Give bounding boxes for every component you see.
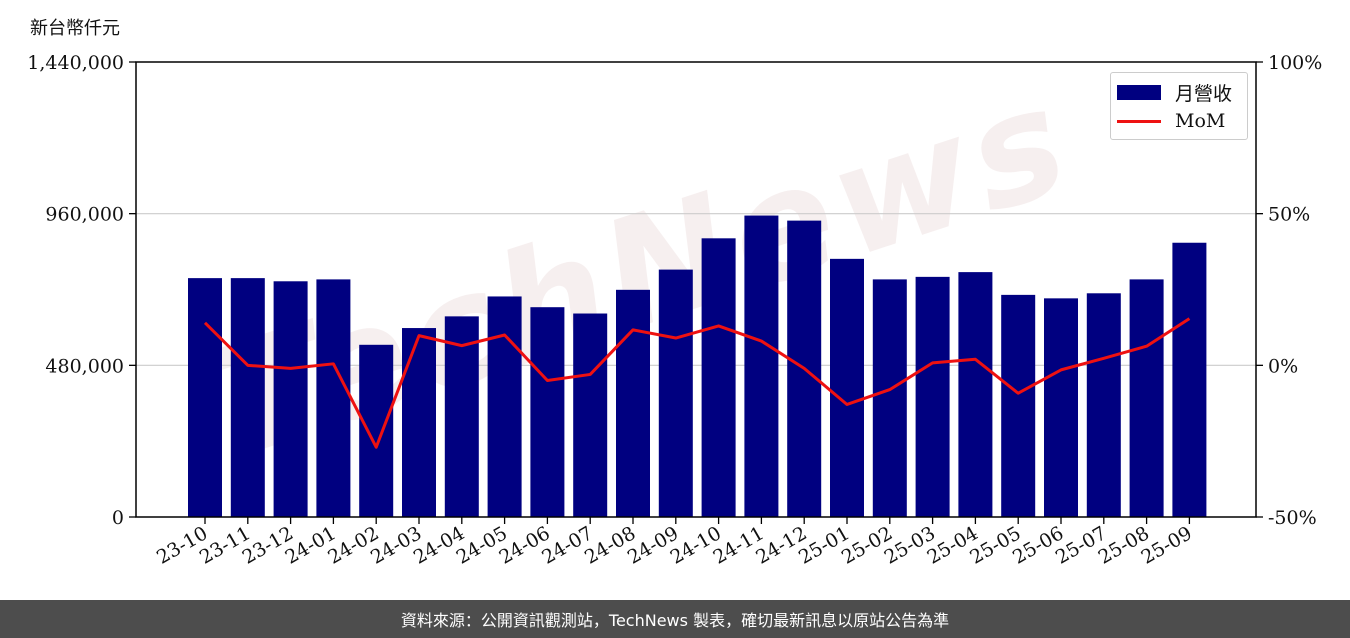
y-left-tick-label: 960,000 (45, 204, 124, 226)
revenue-bar (573, 313, 608, 517)
revenue-bars (188, 215, 1207, 518)
legend-bar-swatch (1117, 84, 1161, 100)
y-right-tick-label: 100% (1268, 52, 1322, 74)
legend-label-mom: MoM (1175, 110, 1226, 132)
revenue-bar (701, 238, 736, 517)
revenue-bar (658, 269, 693, 517)
y-left-tick-label: 480,000 (45, 355, 124, 377)
legend-label-revenue: 月營收 (1175, 82, 1233, 105)
revenue-bar (530, 307, 565, 517)
y-axis-unit-label: 新台幣仟元 (30, 18, 120, 39)
revenue-bar (872, 279, 907, 517)
chart-legend: 月營收 MoM (1110, 72, 1248, 140)
revenue-bar (188, 278, 222, 517)
revenue-bar (915, 276, 950, 517)
y-left-tick-label: 0 (112, 507, 124, 529)
revenue-bar (230, 278, 265, 517)
revenue-bar (830, 258, 864, 517)
y-right-tick-label: -50% (1268, 507, 1317, 529)
plot-frame (135, 61, 1257, 518)
legend-item-mom: MoM (1117, 108, 1225, 134)
y-right-tick-label: 50% (1268, 204, 1310, 226)
mom-series-line (203, 317, 1191, 449)
revenue-chart: TechNews 0480,000960,0001,440,000-50%0%5… (27, 52, 1322, 569)
revenue-bar (616, 289, 650, 517)
mom-line (203, 317, 1191, 449)
revenue-bar (402, 328, 436, 517)
legend-line-swatch (1117, 119, 1161, 123)
revenue-bar (316, 279, 351, 517)
legend-item-revenue: 月營收 (1117, 79, 1232, 105)
source-footer: 資料來源：公開資訊觀測站，TechNews 製表，確切最新訊息以原站公告為準 (0, 600, 1350, 638)
revenue-bar (273, 281, 308, 517)
y-right-tick-label: 0% (1268, 355, 1298, 377)
revenue-bar (744, 215, 779, 517)
revenue-bar (487, 296, 522, 517)
revenue-bar (359, 344, 394, 517)
footer-text: 資料來源：公開資訊觀測站，TechNews 製表，確切最新訊息以原站公告為準 (400, 611, 950, 630)
y-left-tick-label: 1,440,000 (27, 52, 124, 74)
revenue-bar (1086, 293, 1121, 517)
revenue-bar (1172, 242, 1207, 517)
x-tick-label: 25-09 (1137, 522, 1195, 568)
revenue-bar (958, 272, 993, 517)
revenue-bar (444, 316, 479, 517)
revenue-bar (1044, 298, 1078, 517)
revenue-bar (1129, 279, 1164, 517)
revenue-bar (1001, 294, 1036, 517)
